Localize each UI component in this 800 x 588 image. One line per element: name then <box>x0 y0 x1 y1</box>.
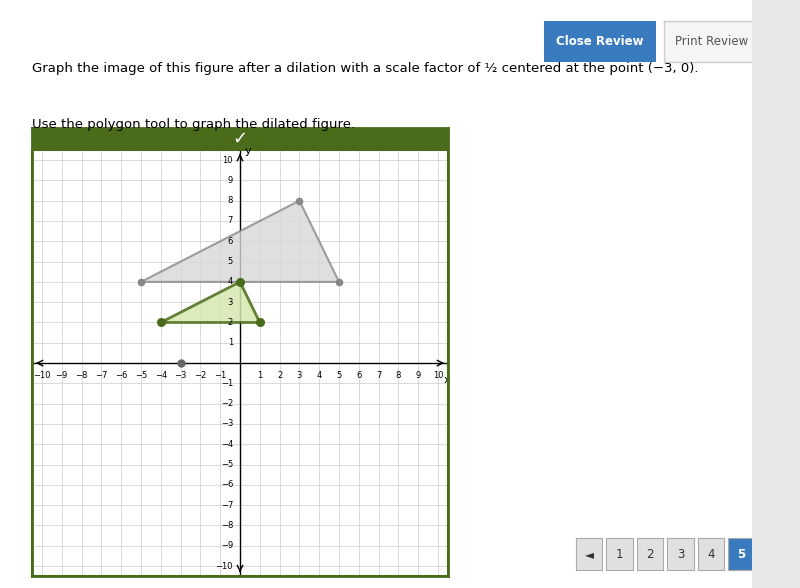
Text: 4: 4 <box>228 278 233 286</box>
Text: 5: 5 <box>228 257 233 266</box>
Text: Close Review: Close Review <box>556 35 644 48</box>
Text: −8: −8 <box>75 371 88 380</box>
Text: −2: −2 <box>194 371 206 380</box>
Text: −10: −10 <box>215 562 233 570</box>
Text: 1: 1 <box>616 547 623 561</box>
Text: −9: −9 <box>221 542 233 550</box>
Text: ◄: ◄ <box>585 547 594 561</box>
Text: 3: 3 <box>297 371 302 380</box>
Text: 7: 7 <box>376 371 382 380</box>
Text: 3: 3 <box>228 298 233 307</box>
Text: Use the polygon tool to graph the dilated figure.: Use the polygon tool to graph the dilate… <box>32 118 355 131</box>
Text: −3: −3 <box>221 419 233 429</box>
Polygon shape <box>141 201 339 282</box>
Text: −1: −1 <box>221 379 233 388</box>
Text: 10: 10 <box>222 156 233 165</box>
Text: 9: 9 <box>416 371 421 380</box>
Text: 3: 3 <box>677 547 684 561</box>
Text: 5: 5 <box>337 371 342 380</box>
Text: 6: 6 <box>356 371 362 380</box>
Text: −10: −10 <box>33 371 50 380</box>
Text: −8: −8 <box>221 521 233 530</box>
Text: −4: −4 <box>154 371 167 380</box>
Text: 2: 2 <box>228 318 233 327</box>
Text: 1: 1 <box>228 338 233 348</box>
Text: 7: 7 <box>228 216 233 225</box>
Text: −5: −5 <box>221 460 233 469</box>
Text: 2: 2 <box>277 371 282 380</box>
Text: −1: −1 <box>214 371 226 380</box>
Text: −6: −6 <box>115 371 127 380</box>
Text: 4: 4 <box>317 371 322 380</box>
Text: x: x <box>444 375 450 385</box>
Text: −3: −3 <box>174 371 186 380</box>
Text: ✓: ✓ <box>233 130 247 148</box>
Text: Graph the image of this figure after a dilation with a scale factor of ½ centere: Graph the image of this figure after a d… <box>32 62 698 75</box>
Text: 8: 8 <box>228 196 233 205</box>
Text: −2: −2 <box>221 399 233 408</box>
Text: 5: 5 <box>737 547 746 561</box>
Text: 4: 4 <box>707 547 714 561</box>
Text: 10: 10 <box>433 371 443 380</box>
Text: 9: 9 <box>228 176 233 185</box>
Text: Print Review: Print Review <box>675 35 749 48</box>
Text: 8: 8 <box>396 371 401 380</box>
Text: 2: 2 <box>646 547 654 561</box>
Text: −6: −6 <box>221 480 233 489</box>
Text: −7: −7 <box>221 501 233 510</box>
Text: 1: 1 <box>257 371 262 380</box>
Text: −7: −7 <box>95 371 107 380</box>
Text: y: y <box>245 146 251 156</box>
Text: −4: −4 <box>221 440 233 449</box>
Text: −9: −9 <box>55 371 68 380</box>
Text: −5: −5 <box>135 371 147 380</box>
Text: 6: 6 <box>228 237 233 246</box>
Polygon shape <box>161 282 260 322</box>
